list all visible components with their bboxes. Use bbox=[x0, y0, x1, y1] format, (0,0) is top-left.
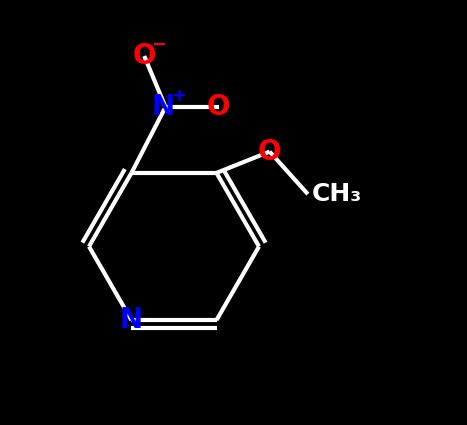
Text: −: − bbox=[152, 37, 167, 54]
Text: N: N bbox=[120, 306, 143, 334]
Text: N: N bbox=[152, 93, 175, 121]
Text: O: O bbox=[133, 42, 156, 70]
Text: +: + bbox=[171, 88, 186, 105]
Text: CH₃: CH₃ bbox=[312, 182, 362, 206]
Text: O: O bbox=[258, 138, 282, 166]
Text: O: O bbox=[207, 93, 230, 121]
